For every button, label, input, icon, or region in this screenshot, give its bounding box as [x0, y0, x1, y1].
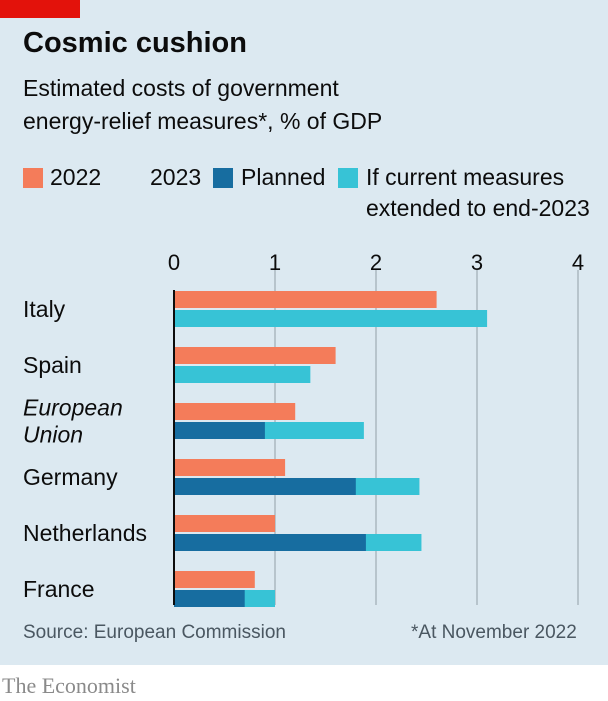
chart-panel — [0, 0, 608, 665]
legend-label-2022: 2022 — [50, 164, 102, 190]
bar-planned — [174, 590, 245, 607]
brand-red-tag — [0, 0, 80, 18]
category-label: Netherlands — [23, 520, 147, 546]
legend-label-2023: 2023 — [150, 164, 202, 190]
x-tick-label: 4 — [572, 250, 584, 275]
category-label: European Union — [23, 395, 123, 448]
category-label: Italy — [23, 296, 66, 322]
bar-2022 — [174, 347, 336, 364]
category-label: Spain — [23, 352, 82, 378]
bar-2022 — [174, 403, 296, 420]
legend-label-extended-line-2: extended to end-2023 — [366, 195, 590, 221]
x-tick-label: 2 — [370, 250, 382, 275]
x-tick-label: 0 — [168, 250, 180, 275]
x-tick-label: 3 — [471, 250, 483, 275]
category-label: France — [23, 576, 95, 602]
bar-planned — [174, 478, 356, 495]
bar-2022 — [174, 571, 255, 588]
legend-swatch-planned — [213, 168, 233, 188]
chart-subtitle: Estimated costs of government energy-rel… — [23, 72, 603, 138]
source-note: Source: European Commission — [23, 622, 286, 643]
bar-extended — [174, 310, 488, 327]
bar-extended — [174, 366, 311, 383]
legend-label-planned: Planned — [241, 164, 326, 190]
legend-label-extended-line-1: If current measures — [366, 164, 565, 190]
bar-2022 — [174, 291, 437, 308]
bar-chart: 0 1 2 3 4 Italy Spain European Union Germany Nethe… — [23, 250, 584, 607]
x-tick-label: 1 — [269, 250, 281, 275]
legend-swatch-2022 — [23, 168, 43, 188]
bar-planned — [174, 534, 366, 551]
legend-swatch-extended — [338, 168, 358, 188]
subtitle-line-2: energy-relief measures*, % of GDP — [23, 108, 383, 134]
bar-2022 — [174, 459, 286, 476]
category-label: Germany — [23, 464, 118, 490]
chart-title: Cosmic cushion — [23, 27, 247, 59]
publisher-logo: The Economist — [2, 673, 136, 698]
bar-2022 — [174, 515, 275, 532]
footnote: *At November 2022 — [411, 622, 577, 643]
bar-planned — [174, 422, 265, 439]
subtitle-line-1: Estimated costs of government — [23, 75, 339, 101]
